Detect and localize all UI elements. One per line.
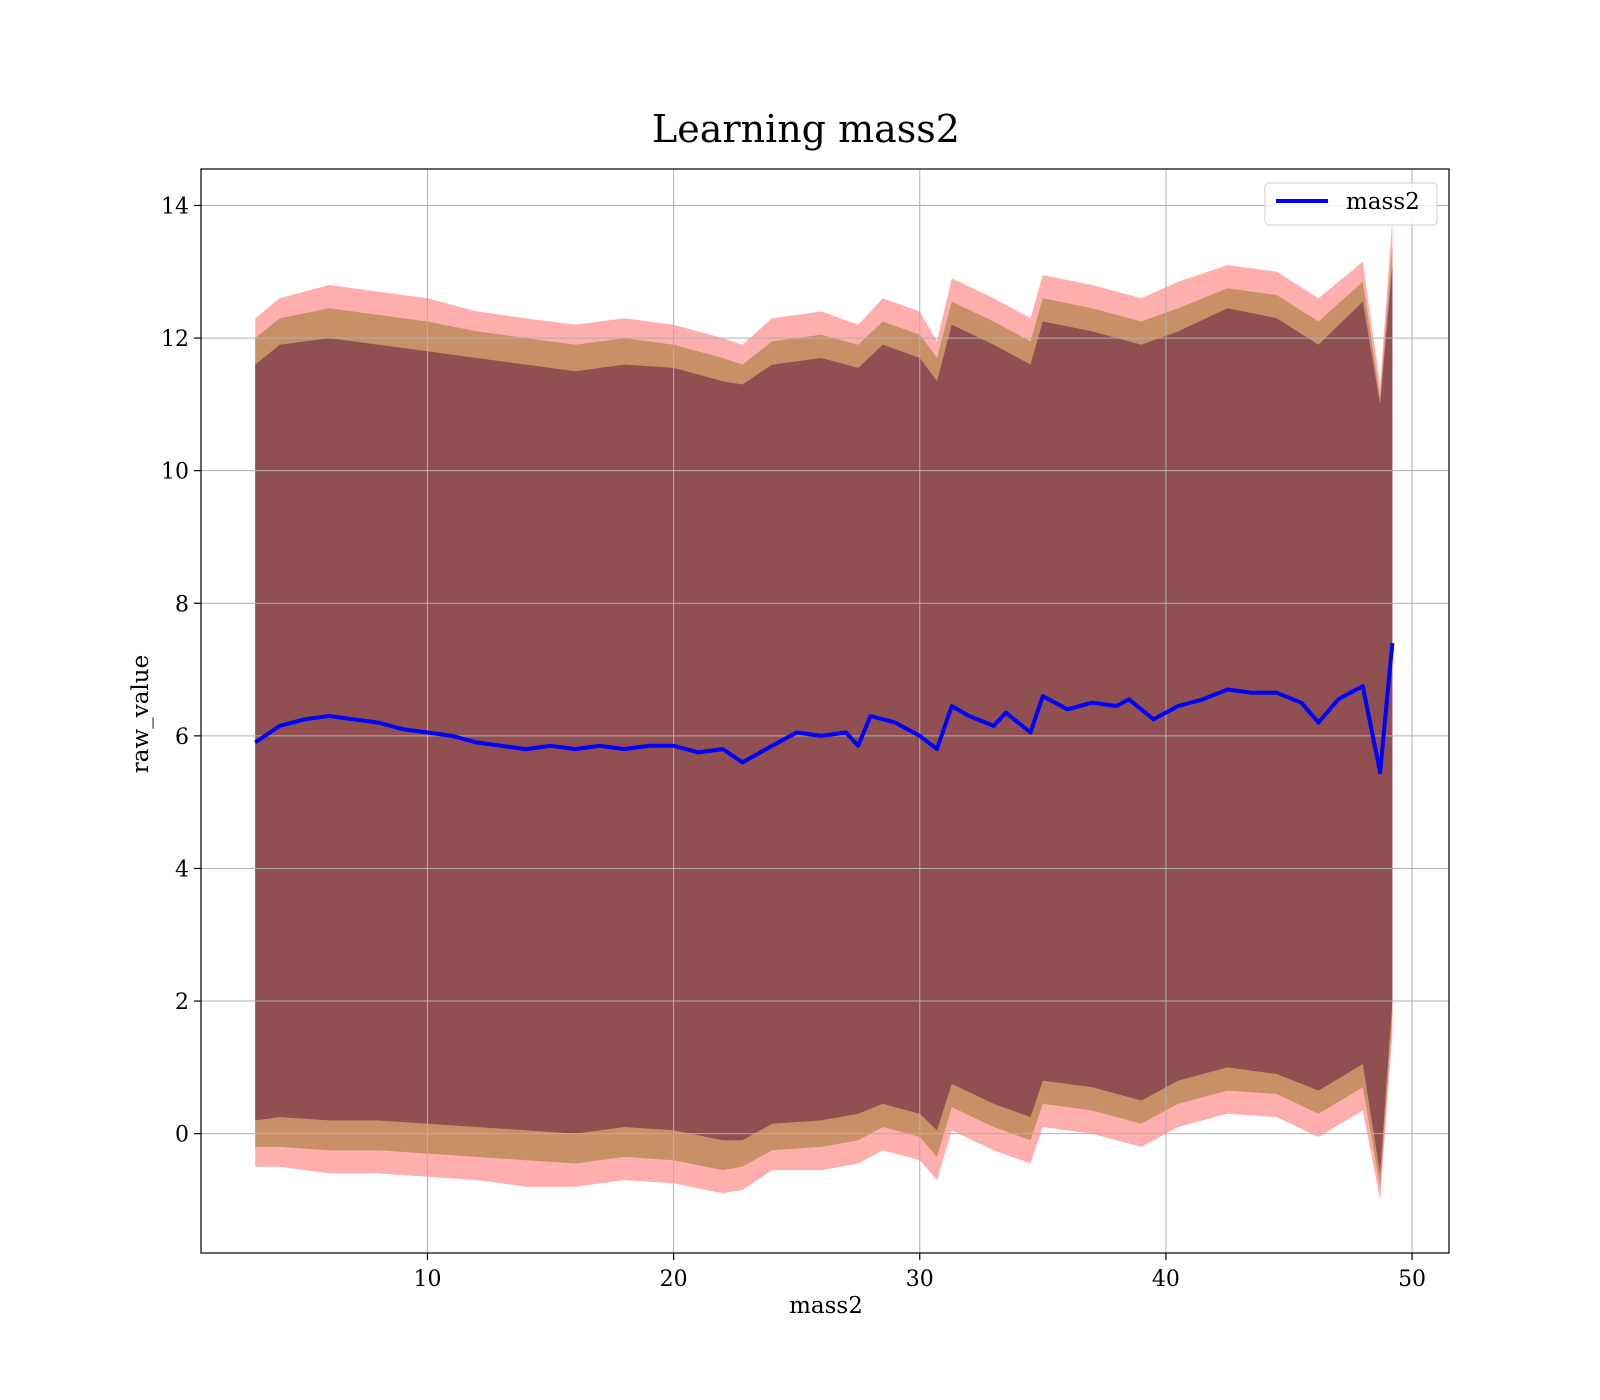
x-tick-label: 20 bbox=[660, 1267, 688, 1292]
y-tick-label: 8 bbox=[175, 592, 189, 617]
y-tick-label: 2 bbox=[175, 990, 189, 1015]
legend-label: mass2 bbox=[1346, 189, 1420, 215]
legend-box bbox=[1264, 182, 1438, 226]
legend: mass2 bbox=[1264, 182, 1438, 226]
x-tick-label: 30 bbox=[906, 1267, 934, 1292]
band-inner bbox=[255, 265, 1393, 1174]
y-axis-label: raw_value bbox=[128, 655, 154, 773]
y-tick-label: 10 bbox=[161, 460, 189, 485]
y-tick-label: 0 bbox=[175, 1123, 189, 1148]
y-tick-label: 14 bbox=[161, 194, 189, 219]
axes-frame bbox=[200, 168, 1450, 1254]
y-tick-label: 12 bbox=[161, 327, 189, 352]
y-tick-label: 4 bbox=[175, 857, 189, 882]
x-tick-label: 50 bbox=[1398, 1267, 1426, 1292]
y-tick-label: 6 bbox=[175, 725, 189, 750]
x-tick-label: 10 bbox=[413, 1267, 441, 1292]
chart-title: Learning mass2 bbox=[652, 107, 960, 151]
series-line-mass2 bbox=[254, 642, 1395, 775]
x-axis-label: mass2 bbox=[789, 1293, 863, 1319]
x-tick-label: 40 bbox=[1152, 1267, 1180, 1292]
plot-area: 10 20 30 40 50 0 2 4 6 8 10 12 14 mass2 bbox=[161, 168, 1450, 1292]
